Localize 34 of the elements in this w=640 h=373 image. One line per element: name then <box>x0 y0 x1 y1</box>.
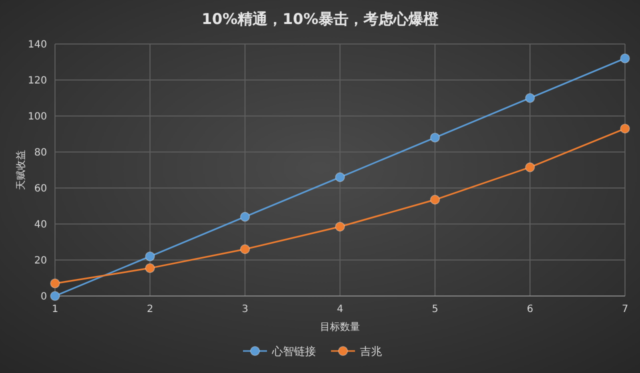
point <box>430 132 440 142</box>
point <box>240 212 250 222</box>
y-tick-label: 140 <box>28 40 47 50</box>
point <box>335 172 345 182</box>
x-tick-label: 7 <box>622 304 628 315</box>
point <box>525 93 535 103</box>
point <box>240 244 250 254</box>
x-tick-label: 2 <box>146 304 154 315</box>
point <box>525 162 535 172</box>
y-tick-label: 20 <box>34 256 47 266</box>
y-tick-label: 80 <box>34 148 47 158</box>
y-tick-label: 0 <box>40 292 47 302</box>
legend-label: 吉兆 <box>360 345 382 358</box>
x-tick-label: 1 <box>52 304 58 315</box>
point <box>145 263 155 273</box>
y-tick-label: 120 <box>28 76 47 86</box>
chart-title: 10%精通，10%暴击，考虑心爆橙 <box>202 10 440 28</box>
x-tick-label: 4 <box>336 304 344 315</box>
legend-label: 心智链接 <box>271 345 316 358</box>
y-tick-label: 100 <box>28 112 47 122</box>
x-tick-label: 5 <box>432 304 438 315</box>
point <box>335 222 345 232</box>
y-tick-label: 60 <box>34 184 47 194</box>
point <box>145 252 155 262</box>
x-tick-label: 3 <box>242 304 248 315</box>
y-axis-title: 天赋收益 <box>15 150 27 190</box>
point <box>50 291 60 301</box>
x-tick-label: 6 <box>526 304 534 315</box>
x-axis-title: 目标数量 <box>320 321 360 333</box>
point <box>50 278 60 288</box>
y-tick-label: 40 <box>34 220 47 230</box>
point <box>620 54 630 64</box>
point <box>620 124 630 134</box>
point <box>430 194 440 205</box>
